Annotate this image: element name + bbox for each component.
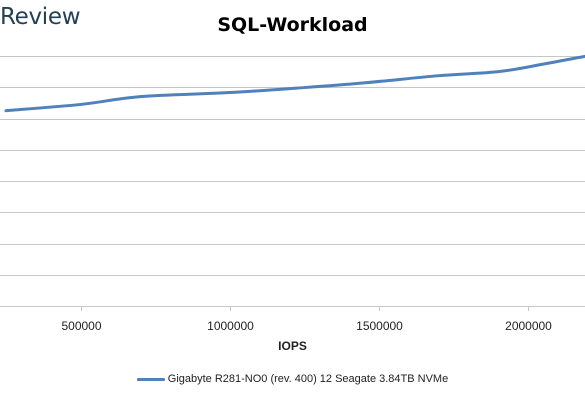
x-axis-ticks: 500000 1000000 1500000 2000000 [61, 306, 552, 333]
gridlines [0, 56, 585, 307]
x-tick-label-2: 1500000 [356, 319, 403, 333]
x-axis-title: IOPS [278, 339, 307, 353]
legend-swatch [136, 377, 165, 381]
series-line-0 [4, 54, 585, 113]
x-tick-label-0: 500000 [61, 319, 101, 333]
brand-logo: Review [0, 4, 81, 30]
chart-legend: Gigabyte R281-NO0 (rev. 400) 12 Seagate … [0, 373, 585, 385]
chart-title: SQL-Workload [217, 14, 368, 36]
series-lines [4, 54, 585, 113]
legend-label: Gigabyte R281-NO0 (rev. 400) 12 Seagate … [167, 373, 449, 385]
x-tick-label-3: 2000000 [505, 319, 552, 333]
x-tick-label-1: 1000000 [207, 319, 254, 333]
